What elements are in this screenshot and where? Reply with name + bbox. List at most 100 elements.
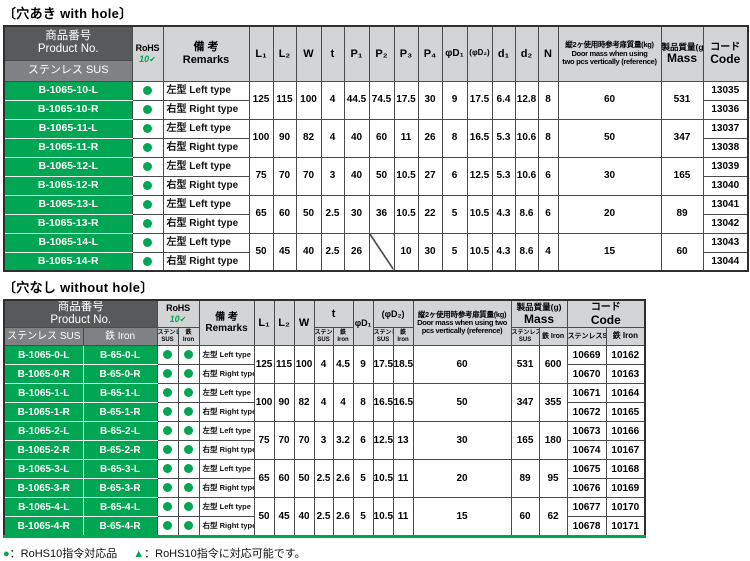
- cell-code-iron: 10165: [605, 402, 646, 423]
- cell-t-iron: 3.2: [332, 421, 354, 461]
- door-mass-header: 縦2ヶ使用時参考扉質量(kg) Door mass when using two p…: [557, 25, 662, 82]
- cell-D2-iron: 11: [392, 459, 414, 499]
- cell-W: 70: [295, 156, 322, 196]
- cell-D2-sus: 12.5: [372, 421, 394, 461]
- cell-D2-sus: 17.5: [372, 345, 394, 385]
- cell-D2-iron: 13: [392, 421, 414, 461]
- rohs-status-cell-iron: [177, 364, 200, 385]
- product-no-cell: B-1065-12-L: [3, 156, 133, 177]
- product-no-header: 商品番号 Product No.: [3, 25, 133, 61]
- col-header-D2: (φD₂): [466, 25, 493, 82]
- cell-code-sus: 10678: [566, 516, 607, 538]
- rohs-dot-icon: [184, 502, 194, 512]
- rohs-status-cell-iron: [177, 421, 200, 442]
- rohs-status-cell-sus: [156, 459, 179, 480]
- rohs-dot-icon: [143, 199, 152, 209]
- table-row: B-1065-4-L B-65-4-L 左型 Left type 50 45 40 2.5 2…: [3, 497, 646, 538]
- cell-L1: 100: [248, 118, 274, 158]
- product-no-cell-iron: B-65-1-L: [82, 383, 158, 404]
- cell-D1: 8: [352, 383, 374, 423]
- code-sub-iron: 鉄 Iron: [605, 327, 646, 347]
- cell-L1: 50: [248, 232, 274, 272]
- cell-D2-sus: 10.5: [372, 497, 394, 538]
- cell-mass: 89: [660, 194, 704, 234]
- rohs-status-cell-sus: [156, 345, 179, 366]
- cell-P1: 26: [343, 232, 370, 272]
- product-no-cell: B-1065-13-R: [3, 213, 133, 234]
- rohs-dot-icon: [143, 104, 152, 114]
- product-no-cell-iron: B-65-4-L: [82, 497, 158, 518]
- cell-D2-iron: 11: [392, 497, 414, 538]
- cell-L2: 70: [272, 156, 297, 196]
- cell-L2: 45: [273, 497, 295, 538]
- cell-d1: 4.3: [491, 194, 516, 234]
- cell-P3: 10.5: [393, 194, 419, 234]
- cell-code-sus: 10671: [566, 383, 607, 404]
- cell-code-iron: 10170: [605, 497, 646, 518]
- cell-P4: 30: [417, 80, 443, 120]
- rohs-compliant-dot-icon: ●: [3, 548, 10, 561]
- rohs-status-cell: [131, 232, 164, 253]
- remark-cell: 右型 Right type: [162, 99, 250, 120]
- col-header-N: N: [537, 25, 559, 82]
- col-header-P4: P₄: [417, 25, 443, 82]
- product-no-header-jp: 商品番号: [45, 30, 92, 43]
- product-no-cell-sus: B-1065-1-R: [3, 402, 84, 423]
- cell-P4: 30: [417, 232, 443, 272]
- cell-d2: 12.8: [514, 80, 539, 120]
- cell-W: 82: [295, 118, 322, 158]
- cell-code: 13042: [702, 213, 749, 234]
- col-header-L2: L₂: [272, 25, 297, 82]
- rohs-dot-icon: [163, 407, 173, 417]
- remark-cell: 左型 Left type: [198, 459, 255, 480]
- rohs-dot-icon: [143, 123, 152, 133]
- table-row: B-1065-1-L B-65-1-L 左型 Left type 100 90 82 4 4 8…: [3, 383, 646, 423]
- cell-P1: 30: [343, 194, 370, 234]
- cell-code-sus: 10669: [566, 345, 607, 366]
- cell-mass: 347: [660, 118, 704, 158]
- cell-L2: 45: [272, 232, 297, 272]
- cell-P1: 40: [343, 156, 370, 196]
- cell-t-iron: 4: [332, 383, 354, 423]
- cell-mass-iron: 355: [538, 383, 568, 423]
- remark-cell: 右型 Right type: [198, 364, 255, 385]
- cell-D2-sus: 16.5: [372, 383, 394, 423]
- rohs-status-cell-iron: [177, 345, 200, 366]
- rohs-sub-iron: 鉄 Iron: [177, 327, 200, 347]
- cell-code: 13040: [702, 175, 749, 196]
- product-no-cell-iron: B-65-2-L: [82, 421, 158, 442]
- table-row: B-1065-4-R B-65-4-R 右型 Right type 10678 1017…: [3, 516, 646, 538]
- cell-D1: 8: [441, 118, 468, 158]
- rohs-dot-icon: [163, 388, 173, 398]
- cell-W: 40: [295, 232, 322, 272]
- col-header-D1: φD₁: [441, 25, 468, 82]
- cell-door-mass: 60: [557, 80, 662, 120]
- rohs10-logo: RoHS 10✔: [135, 42, 160, 64]
- cell-t-sus: 4: [313, 383, 334, 423]
- rohs-status-cell-iron: [177, 383, 200, 404]
- product-no-cell: B-1065-11-L: [3, 118, 133, 139]
- product-no-cell-sus: B-1065-3-L: [3, 459, 84, 480]
- cell-N: 6: [537, 194, 559, 234]
- code-header: コード Code: [566, 299, 646, 329]
- product-no-cell-sus: B-1065-0-R: [3, 364, 84, 385]
- cell-code-iron: 10166: [605, 421, 646, 442]
- cell-D2-sus: 10.5: [372, 459, 394, 499]
- rohs-dot-icon: [184, 426, 194, 436]
- remark-cell: 右型 Right type: [198, 478, 255, 499]
- rohs-header: RoHS 10✔: [131, 25, 164, 82]
- remark-cell: 左型 Left type: [162, 194, 250, 215]
- rohs-check-icon: ✔: [149, 54, 156, 64]
- cell-mass-iron: 600: [538, 345, 568, 385]
- cell-W: 40: [293, 497, 315, 538]
- rohs-status-cell: [131, 118, 164, 139]
- rohs-status-cell-iron: [177, 516, 200, 538]
- cell-L1: 125: [253, 345, 275, 385]
- rohs-status-cell-sus: [156, 497, 179, 518]
- cell-code: 13036: [702, 99, 749, 120]
- product-no-cell: B-1065-14-L: [3, 232, 133, 253]
- rohs-dot-icon: [163, 521, 173, 531]
- cell-W: 100: [295, 80, 322, 120]
